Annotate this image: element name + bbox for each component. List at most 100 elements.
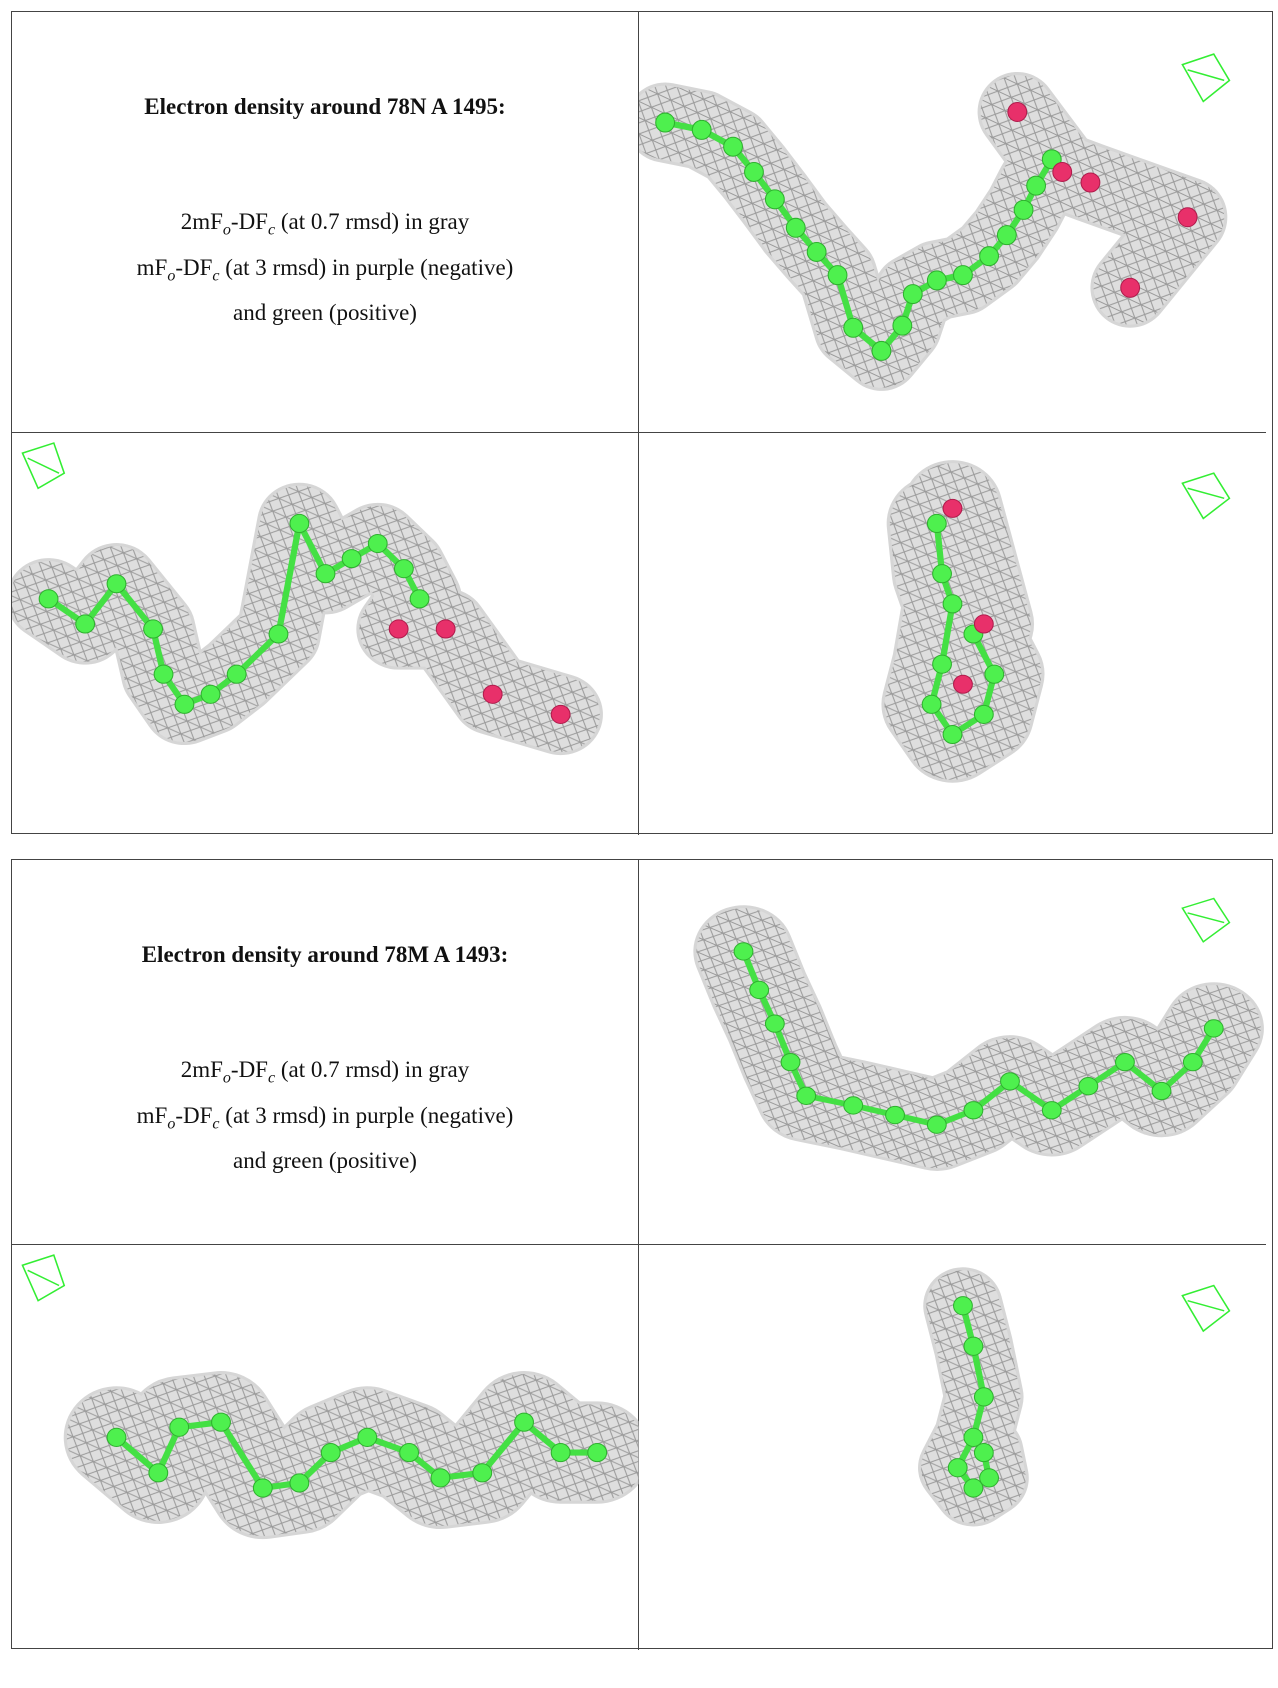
atom [39, 590, 58, 608]
atom [974, 705, 993, 723]
atom [807, 242, 826, 261]
atom [886, 1106, 905, 1123]
oxygen-atom [389, 620, 408, 638]
atom [750, 981, 769, 998]
oxygen-atom [1008, 103, 1027, 122]
atom [1027, 176, 1046, 195]
image-cell [639, 1245, 1266, 1650]
atom [985, 665, 1004, 683]
atom [1079, 1078, 1098, 1095]
text-run: and green (positive) [233, 300, 417, 325]
atom [844, 318, 863, 337]
text-run: -DF [175, 255, 212, 280]
legend-line: 2mFo-DFc (at 0.7 rmsd) in gray [12, 203, 638, 249]
atom [1042, 1102, 1061, 1119]
oxygen-atom [436, 620, 455, 638]
atom [893, 316, 912, 335]
atom [154, 665, 173, 683]
green-mesh [1182, 473, 1229, 518]
legend-lines: 2mFo-DFc (at 0.7 rmsd) in graymFo-DFc (a… [12, 1051, 638, 1179]
atom [227, 665, 246, 683]
atom [269, 625, 288, 643]
atom [943, 725, 962, 743]
atom [76, 615, 95, 633]
image-cell [12, 1245, 639, 1650]
block-title: Electron density around 78N A 1495: [12, 94, 638, 120]
atom [974, 1388, 993, 1406]
text-run: 2mF [181, 209, 223, 234]
atom [745, 163, 764, 182]
block-title: Electron density around 78M A 1493: [12, 942, 638, 968]
text-cell: Electron density around 78N A 1495: 2mFo-… [12, 12, 639, 433]
text-run: (at 3 rmsd) in purple (negative) [220, 1103, 514, 1128]
atom [551, 1443, 570, 1461]
atom [656, 113, 675, 132]
atom [954, 266, 973, 285]
legend-line: and green (positive) [12, 294, 638, 331]
atom [765, 190, 784, 209]
atom [933, 655, 952, 673]
atom [781, 1053, 800, 1070]
subscript: o [223, 1070, 231, 1087]
green-mesh [1182, 54, 1229, 101]
atom [927, 514, 946, 532]
green-mesh [1182, 1286, 1229, 1332]
atom [734, 943, 753, 960]
density-image [639, 433, 1266, 835]
atom [1152, 1082, 1171, 1099]
density-image [639, 12, 1266, 433]
subscript: c [268, 1070, 275, 1087]
image-cell [639, 860, 1266, 1245]
oxygen-atom [1053, 163, 1072, 182]
text-run: 2mF [181, 1057, 223, 1082]
atom [980, 247, 999, 266]
atom [368, 535, 387, 553]
text-run: (at 0.7 rmsd) in gray [275, 1057, 469, 1082]
atom [828, 266, 847, 285]
atom [948, 1459, 967, 1477]
atom [410, 590, 429, 608]
density-image [639, 1245, 1266, 1650]
atom [431, 1469, 450, 1487]
atom [980, 1469, 999, 1487]
text-run: -DF [231, 209, 268, 234]
atom [1183, 1053, 1202, 1070]
oxygen-atom [974, 615, 993, 633]
atom [212, 1413, 231, 1431]
atom [149, 1464, 168, 1482]
subscript: c [212, 1115, 219, 1132]
table: Electron density around 78M A 1493:2mFo-… [11, 859, 1273, 1649]
atom [765, 1015, 784, 1032]
atom [1001, 1073, 1020, 1090]
atom [997, 226, 1016, 245]
atom [954, 1297, 973, 1315]
atom [922, 695, 941, 713]
oxygen-atom [1081, 173, 1100, 192]
atom [170, 1418, 189, 1436]
atom [473, 1464, 492, 1482]
table: Electron density around 78N A 1495: 2mFo-… [11, 11, 1273, 834]
image-cell [639, 433, 1266, 835]
atom [903, 285, 922, 304]
density-image [12, 433, 639, 835]
atom [872, 341, 891, 360]
atom [290, 514, 309, 532]
atom [342, 550, 361, 568]
atom [107, 1428, 126, 1446]
atom [933, 565, 952, 583]
density-image [639, 860, 1266, 1245]
atom [515, 1413, 534, 1431]
atom [1116, 1053, 1135, 1070]
image-cell [12, 433, 639, 835]
green-mesh [22, 1255, 64, 1301]
atom [290, 1474, 309, 1492]
text-run: (at 3 rmsd) in purple (negative) [220, 255, 514, 280]
atom [927, 271, 946, 290]
mesh [117, 1422, 598, 1488]
subscript: c [268, 222, 275, 239]
oxygen-atom [483, 685, 502, 703]
atom [786, 218, 805, 237]
text-run: mF [137, 1103, 168, 1128]
density-image [12, 1245, 639, 1650]
